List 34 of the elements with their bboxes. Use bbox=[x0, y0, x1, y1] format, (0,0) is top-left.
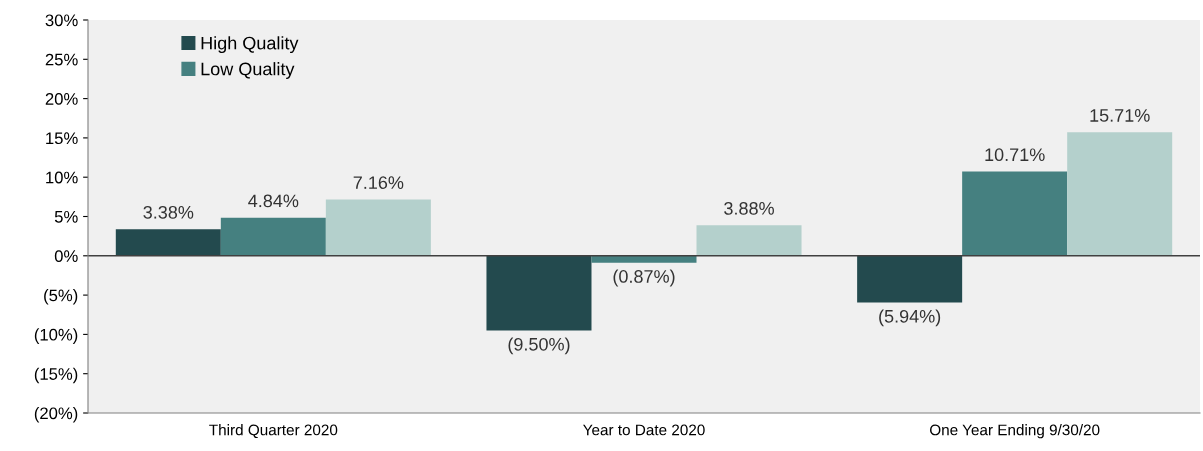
bar bbox=[857, 255, 963, 303]
x-tick-label: Year to Date 2020 bbox=[583, 424, 705, 436]
data-label: (0.87%) bbox=[613, 269, 675, 287]
data-label: 7.16% bbox=[353, 176, 404, 190]
y-tick-label: (10%) bbox=[34, 328, 78, 344]
data-label: (5.94%) bbox=[879, 309, 941, 327]
y-tick-label: (15%) bbox=[34, 367, 78, 384]
y-tick-label: 15% bbox=[46, 132, 78, 145]
y-tick-label: 20% bbox=[45, 93, 78, 105]
data-label: 4.84% bbox=[248, 194, 299, 208]
y-tick-label: 10% bbox=[46, 171, 78, 184]
x-tick-label: One Year Ending 9/30/20 bbox=[930, 424, 1100, 439]
data-label: (9.50%) bbox=[508, 337, 570, 355]
data-label: 3.38% bbox=[143, 205, 194, 219]
y-tick-label: 25% bbox=[45, 53, 78, 66]
y-tick-label: 5% bbox=[54, 210, 78, 223]
bar bbox=[1067, 132, 1173, 256]
x-tick-label: Third Quarter 2020 bbox=[209, 424, 338, 439]
y-tick-label: 0% bbox=[54, 250, 78, 262]
data-label: 10.71% bbox=[985, 148, 1045, 162]
bar bbox=[220, 217, 326, 256]
y-tick-label: (5%) bbox=[44, 289, 78, 305]
y-tick-label: 30% bbox=[45, 14, 78, 27]
legend-label: High Quality bbox=[201, 36, 299, 54]
bar bbox=[696, 225, 802, 256]
bar bbox=[486, 255, 592, 331]
legend-label: Low Quality bbox=[201, 62, 295, 79]
data-label: 15.71% bbox=[1090, 109, 1150, 122]
y-tick-label: (20%) bbox=[34, 406, 78, 423]
bar bbox=[591, 255, 697, 263]
bar bbox=[325, 199, 431, 256]
bar bbox=[962, 171, 1068, 256]
data-label: 3.88% bbox=[724, 202, 774, 215]
bar bbox=[115, 229, 221, 256]
